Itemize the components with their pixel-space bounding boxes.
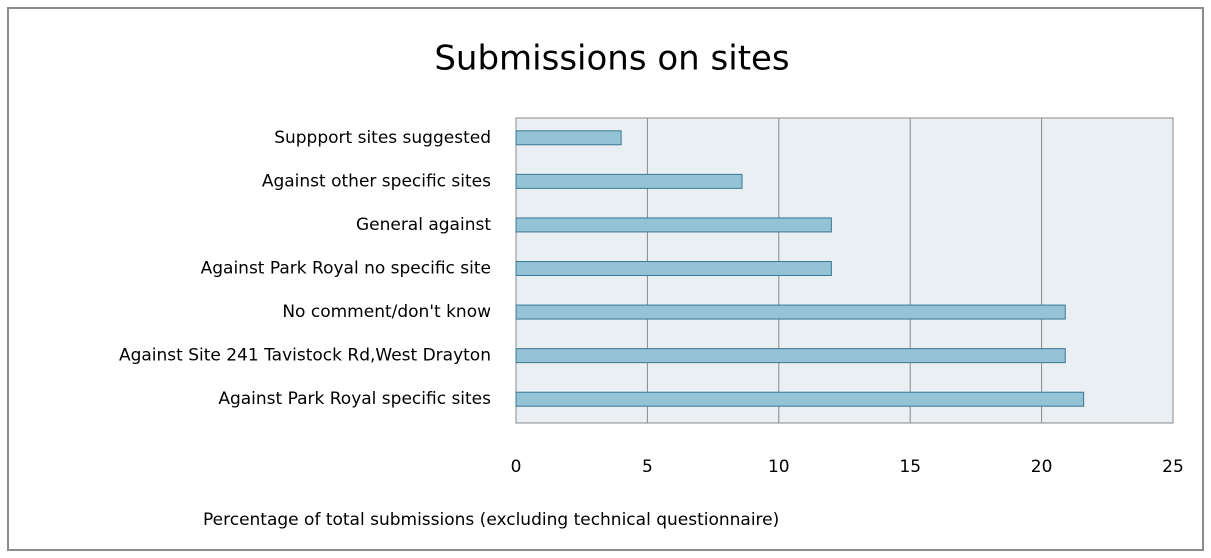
bar: [515, 348, 1066, 364]
bar: [515, 173, 743, 189]
y-tick-label: General against: [356, 215, 491, 235]
x-tick-label: 0: [511, 457, 522, 477]
y-tick-label: Against Park Royal no specific site: [201, 259, 491, 279]
bar: [515, 261, 832, 276]
bar: [515, 130, 622, 146]
bar: [515, 217, 832, 233]
y-tick-label: Against Park Royal specific sites: [218, 389, 491, 409]
bar: [515, 304, 1066, 320]
y-tick-label: Suppport sites suggested: [274, 128, 491, 148]
bar: [515, 391, 1085, 407]
x-tick-label: 20: [1031, 457, 1053, 477]
x-tick-label: 10: [768, 457, 790, 477]
x-axis-label: Percentage of total submissions (excludi…: [203, 510, 779, 530]
y-tick-label: Against other specific sites: [262, 171, 491, 191]
x-tick-label: 5: [642, 457, 653, 477]
y-tick-label: No comment/don't know: [282, 302, 491, 322]
x-tick-label: 15: [899, 457, 921, 477]
y-tick-label: Against Site 241 Tavistock Rd,West Drayt…: [119, 346, 491, 366]
chart-title: Submissions on sites: [434, 39, 789, 79]
x-tick-label: 25: [1162, 457, 1184, 477]
